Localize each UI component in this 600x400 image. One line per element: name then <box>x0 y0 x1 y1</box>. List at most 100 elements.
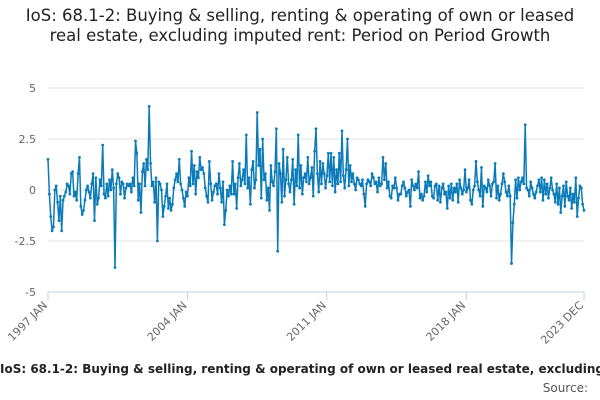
data-point[interactable] <box>209 182 213 186</box>
data-point[interactable] <box>396 198 400 202</box>
data-point[interactable] <box>292 202 296 206</box>
data-point[interactable] <box>99 184 103 188</box>
data-point[interactable] <box>460 192 464 196</box>
data-point[interactable] <box>570 206 574 210</box>
data-point[interactable] <box>458 178 461 182</box>
data-point[interactable] <box>165 182 169 186</box>
data-point[interactable] <box>73 190 77 194</box>
data-point[interactable] <box>147 104 151 108</box>
data-point[interactable] <box>577 196 580 200</box>
data-point[interactable] <box>495 196 498 200</box>
data-point[interactable] <box>255 111 259 114</box>
data-point[interactable] <box>365 182 368 186</box>
data-point[interactable] <box>57 219 61 223</box>
data-point[interactable] <box>47 192 51 196</box>
data-point[interactable] <box>79 204 83 208</box>
data-point[interactable] <box>474 160 478 163</box>
data-point[interactable] <box>436 198 440 202</box>
data-point[interactable] <box>481 204 485 208</box>
data-point[interactable] <box>101 143 105 147</box>
data-point[interactable] <box>448 196 452 200</box>
data-point[interactable] <box>534 190 538 194</box>
data-point[interactable] <box>188 184 192 188</box>
data-point[interactable] <box>373 182 377 186</box>
data-point[interactable] <box>545 182 549 186</box>
data-point[interactable] <box>514 178 518 182</box>
data-point[interactable] <box>218 186 222 190</box>
data-point[interactable] <box>496 184 500 188</box>
data-point[interactable] <box>556 202 560 206</box>
data-point[interactable] <box>221 180 225 184</box>
data-point[interactable] <box>105 182 109 186</box>
data-point[interactable] <box>53 188 57 192</box>
data-point[interactable] <box>88 196 92 200</box>
data-point[interactable] <box>418 196 422 200</box>
data-point[interactable] <box>298 186 301 190</box>
data-point[interactable] <box>372 176 375 180</box>
data-point[interactable] <box>326 151 330 155</box>
data-point[interactable] <box>578 184 582 188</box>
data-point[interactable] <box>352 182 356 186</box>
data-point[interactable] <box>212 190 215 194</box>
data-point[interactable] <box>306 155 310 159</box>
data-point[interactable] <box>94 176 98 180</box>
data-point[interactable] <box>471 188 475 192</box>
data-point[interactable] <box>183 204 187 208</box>
data-point[interactable] <box>506 194 509 198</box>
data-point[interactable] <box>376 190 379 194</box>
data-point[interactable] <box>350 180 353 184</box>
data-point[interactable] <box>484 186 487 190</box>
data-point[interactable] <box>475 180 479 184</box>
data-point[interactable] <box>50 229 54 233</box>
data-point[interactable] <box>470 202 474 206</box>
data-point[interactable] <box>329 151 333 155</box>
data-point[interactable] <box>529 180 533 184</box>
data-point[interactable] <box>456 200 460 204</box>
data-point[interactable] <box>391 184 394 188</box>
data-point[interactable] <box>488 184 492 188</box>
data-point[interactable] <box>530 186 534 190</box>
data-point[interactable] <box>400 184 404 188</box>
data-point[interactable] <box>213 184 217 188</box>
data-point[interactable] <box>146 168 150 172</box>
data-point[interactable] <box>552 192 556 196</box>
data-point[interactable] <box>248 202 252 206</box>
data-point[interactable] <box>356 178 360 182</box>
data-point[interactable] <box>324 186 327 190</box>
data-point[interactable] <box>564 180 568 184</box>
data-point[interactable] <box>84 188 88 192</box>
data-point[interactable] <box>135 151 139 155</box>
data-point[interactable] <box>134 139 137 143</box>
data-point[interactable] <box>428 184 431 188</box>
data-point[interactable] <box>560 194 564 198</box>
data-point[interactable] <box>46 158 50 161</box>
data-point[interactable] <box>346 137 349 141</box>
data-point[interactable] <box>387 180 390 184</box>
data-point[interactable] <box>447 184 451 188</box>
data-point[interactable] <box>408 204 412 208</box>
data-point[interactable] <box>525 186 528 190</box>
data-point[interactable] <box>417 170 420 174</box>
data-point[interactable] <box>441 182 445 186</box>
data-point[interactable] <box>140 170 144 174</box>
data-point[interactable] <box>216 192 219 196</box>
data-point[interactable] <box>522 182 526 186</box>
data-point[interactable] <box>486 178 490 182</box>
data-point[interactable] <box>549 176 553 180</box>
data-point[interactable] <box>207 160 211 163</box>
data-point[interactable] <box>136 198 140 202</box>
data-point[interactable] <box>240 178 244 182</box>
legend[interactable]: IoS: 68.1-2: Buying & selling, renting &… <box>0 358 600 378</box>
data-point[interactable] <box>482 184 486 188</box>
data-point[interactable] <box>52 225 55 229</box>
data-point[interactable] <box>295 184 299 188</box>
data-point[interactable] <box>477 188 481 192</box>
data-point[interactable] <box>270 180 274 184</box>
data-point[interactable] <box>322 172 326 176</box>
data-point[interactable] <box>124 186 128 190</box>
data-point[interactable] <box>389 196 393 200</box>
data-point[interactable] <box>132 184 136 188</box>
data-point[interactable] <box>410 178 414 182</box>
data-point[interactable] <box>403 186 407 190</box>
data-point[interactable] <box>75 198 79 202</box>
